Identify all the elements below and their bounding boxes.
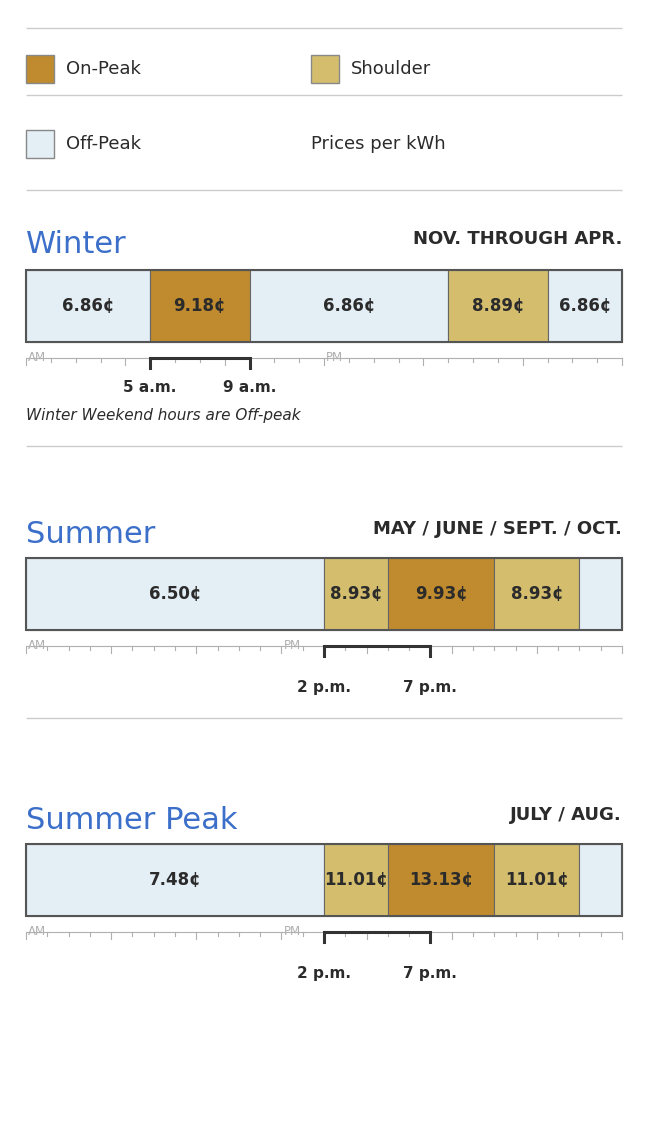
Bar: [26, 558, 622, 630]
Bar: [324, 844, 388, 916]
Text: 6.86¢: 6.86¢: [323, 297, 375, 316]
Bar: [26, 844, 622, 916]
Text: 8.93¢: 8.93¢: [511, 585, 563, 603]
Text: AM: AM: [28, 639, 46, 652]
Text: 7.48¢: 7.48¢: [148, 871, 202, 890]
Bar: [26, 558, 324, 630]
Text: NOV. THROUGH APR.: NOV. THROUGH APR.: [413, 230, 622, 248]
Text: Prices per kWh: Prices per kWh: [311, 136, 446, 153]
Text: 9.93¢: 9.93¢: [415, 585, 467, 603]
Text: 11.01¢: 11.01¢: [324, 871, 388, 890]
Text: 9.18¢: 9.18¢: [174, 297, 226, 316]
Bar: [26, 55, 54, 83]
Bar: [388, 844, 494, 916]
Text: 8.93¢: 8.93¢: [330, 585, 382, 603]
Text: On-Peak: On-Peak: [66, 60, 141, 77]
Text: 5 a.m.: 5 a.m.: [124, 380, 177, 395]
Bar: [388, 558, 494, 630]
Bar: [150, 270, 249, 342]
Text: 11.01¢: 11.01¢: [505, 871, 569, 890]
Bar: [26, 844, 324, 916]
Text: 9 a.m.: 9 a.m.: [223, 380, 276, 395]
Text: PM: PM: [283, 639, 301, 652]
Bar: [579, 558, 622, 630]
Text: 6.50¢: 6.50¢: [149, 585, 201, 603]
Bar: [311, 55, 339, 83]
Text: MAY / JUNE / SEPT. / OCT.: MAY / JUNE / SEPT. / OCT.: [373, 521, 622, 538]
Text: JULY / AUG.: JULY / AUG.: [510, 806, 622, 823]
Text: Off-Peak: Off-Peak: [66, 136, 141, 153]
Text: AM: AM: [28, 351, 46, 364]
Text: Summer: Summer: [26, 521, 156, 549]
Text: 2 p.m.: 2 p.m.: [297, 966, 351, 981]
Bar: [249, 270, 448, 342]
Text: 6.86¢: 6.86¢: [62, 297, 114, 316]
Text: 8.89¢: 8.89¢: [472, 297, 524, 316]
Bar: [324, 558, 388, 630]
Bar: [448, 270, 548, 342]
Text: 6.86¢: 6.86¢: [559, 297, 611, 316]
Text: AM: AM: [28, 925, 46, 939]
Bar: [579, 844, 622, 916]
Bar: [26, 270, 622, 342]
Bar: [26, 270, 150, 342]
Text: Winter Weekend hours are Off-peak: Winter Weekend hours are Off-peak: [26, 408, 301, 423]
Bar: [26, 130, 54, 158]
Text: PM: PM: [326, 351, 343, 364]
Bar: [548, 270, 622, 342]
Bar: [494, 558, 579, 630]
Text: Summer Peak: Summer Peak: [26, 806, 238, 835]
Text: Shoulder: Shoulder: [351, 60, 432, 77]
Text: Winter: Winter: [26, 230, 127, 259]
Text: 7 p.m.: 7 p.m.: [404, 680, 457, 695]
Text: 13.13¢: 13.13¢: [409, 871, 473, 890]
Text: PM: PM: [283, 925, 301, 939]
Text: 2 p.m.: 2 p.m.: [297, 680, 351, 695]
Text: 7 p.m.: 7 p.m.: [404, 966, 457, 981]
Bar: [494, 844, 579, 916]
